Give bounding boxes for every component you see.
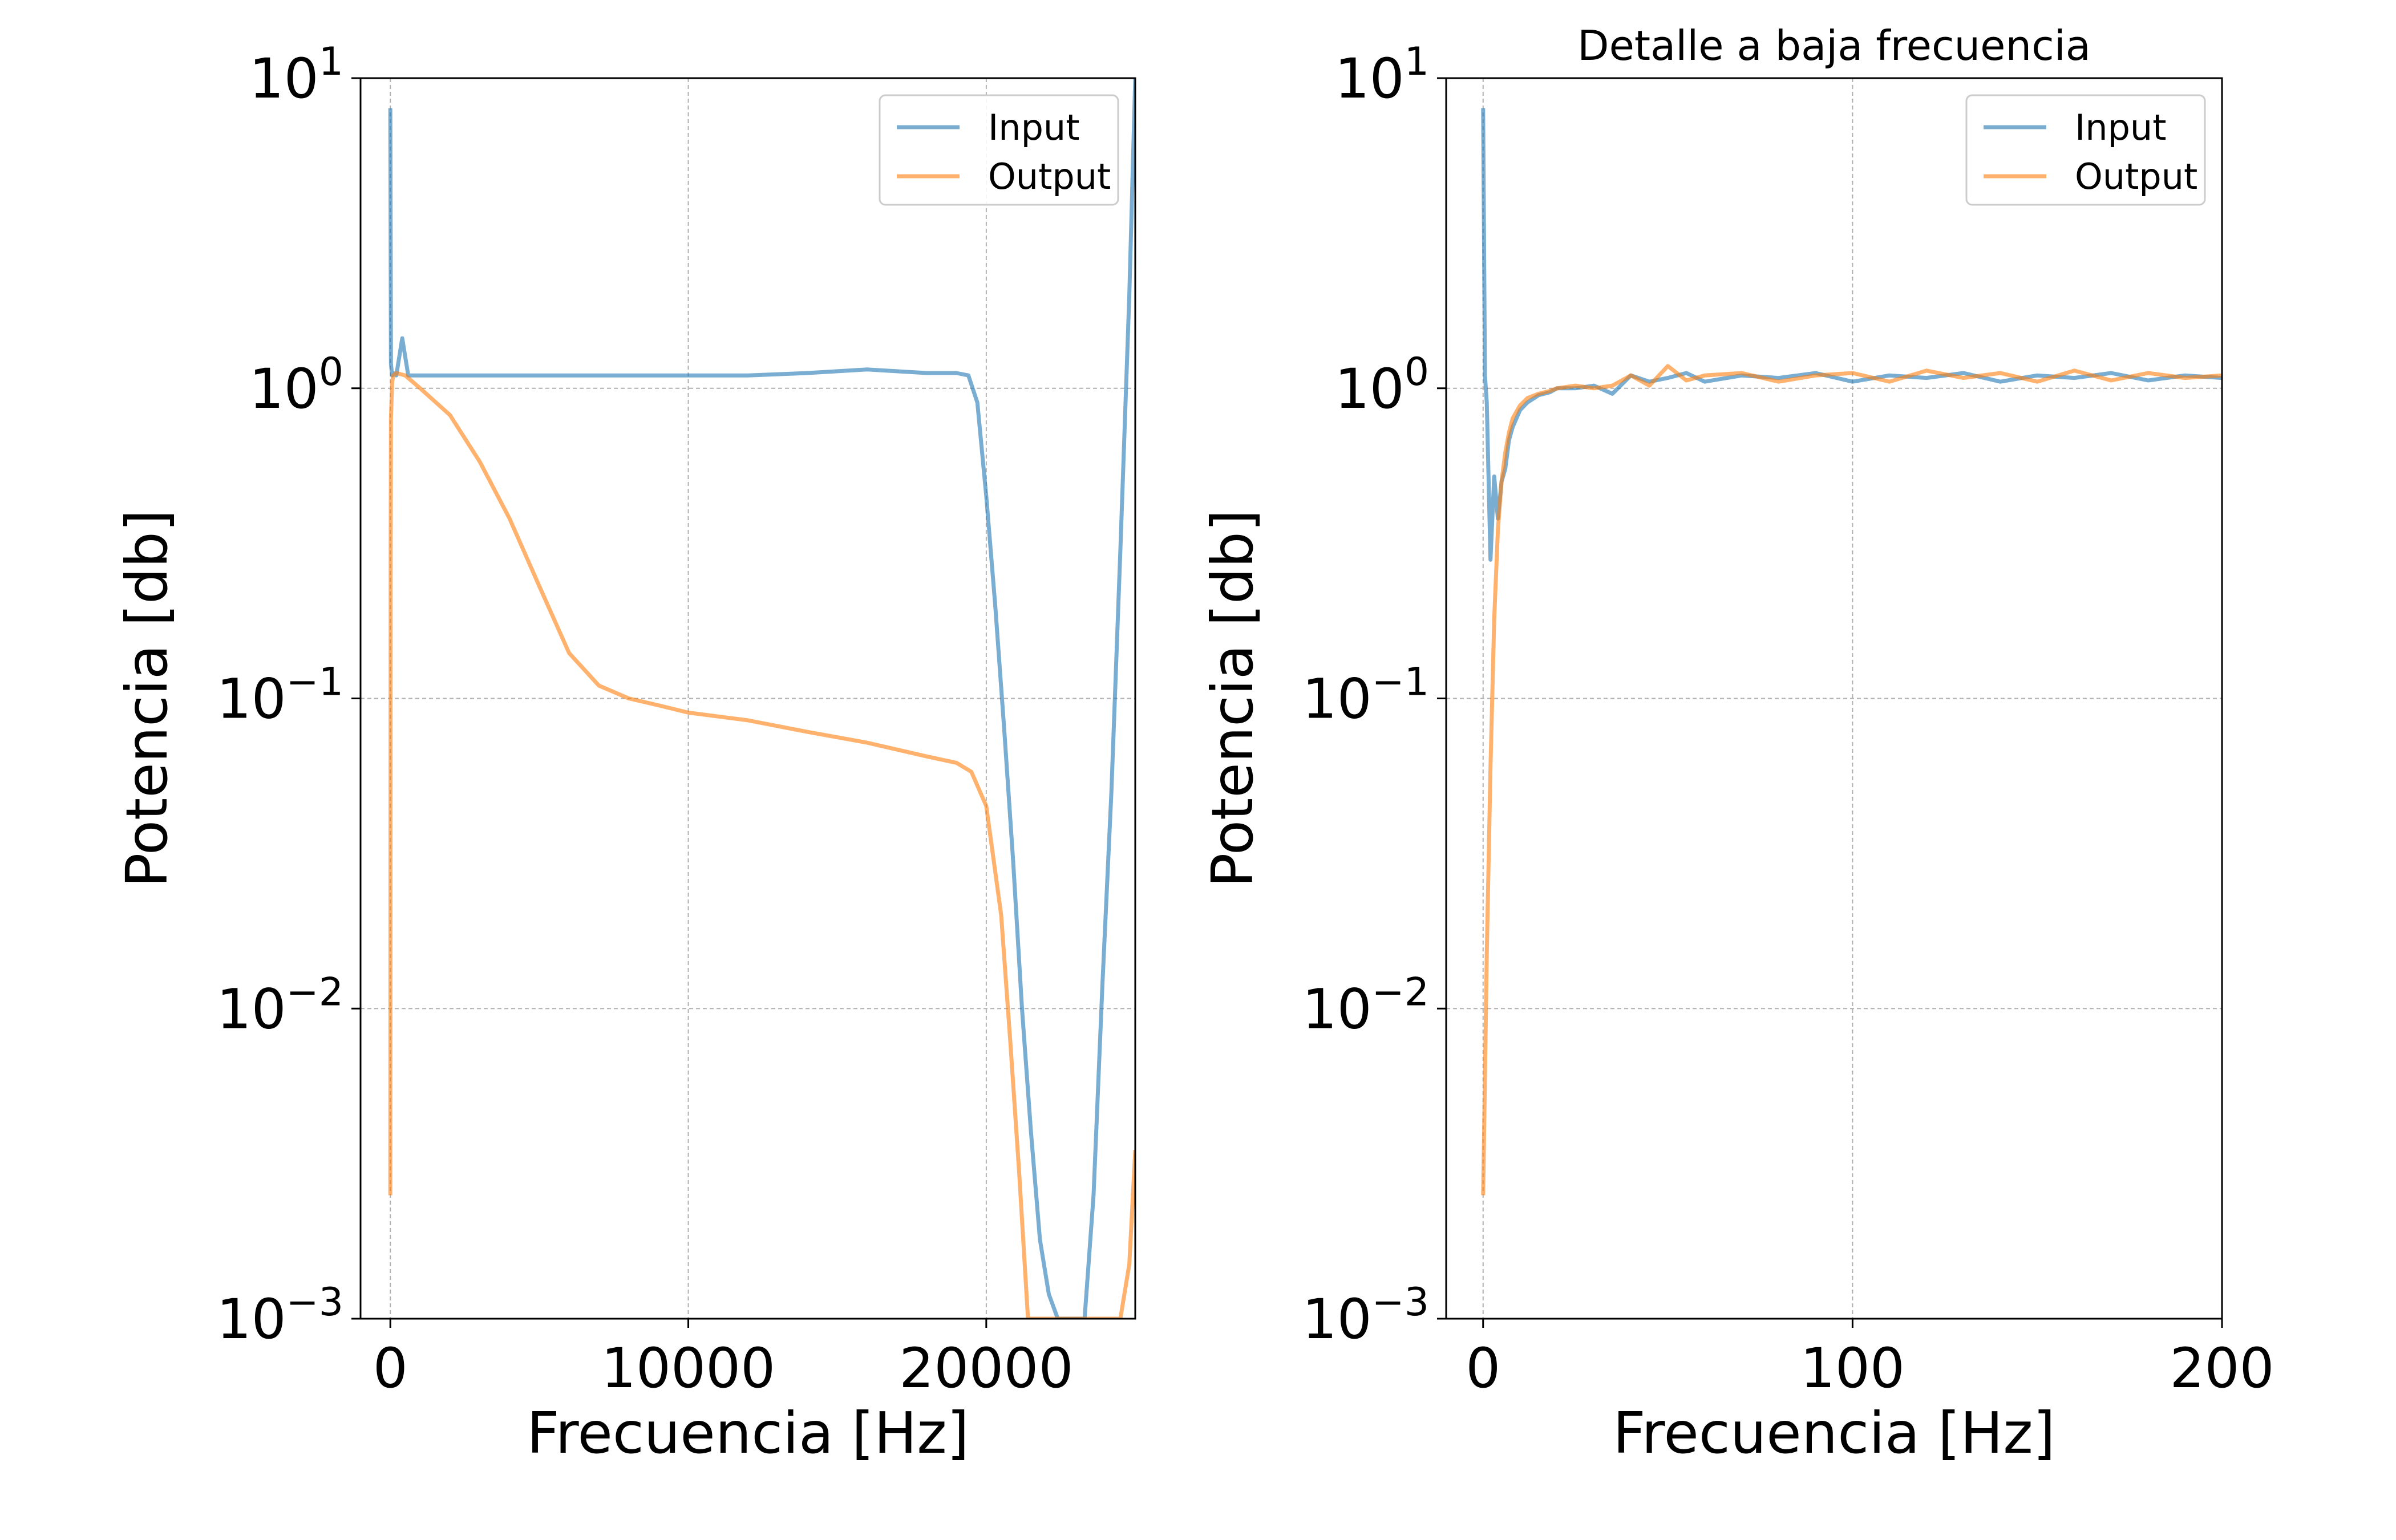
y-axis: 10−3 10−2 10−1 100 101 — [1302, 39, 1446, 1351]
y-tick-label: 10−3 — [217, 1280, 343, 1351]
legend-label: Output — [988, 156, 1111, 197]
y-axis-label: Potencia [db] — [114, 509, 180, 887]
series-group — [1481, 108, 2222, 1195]
y-axis-label: Potencia [db] — [1199, 509, 1266, 887]
x-axis: 0 10000 20000 — [373, 1319, 1074, 1400]
y-tick-label: 100 — [249, 350, 343, 421]
legend-label: Input — [2075, 107, 2167, 148]
y-tick-label: 101 — [1335, 39, 1429, 111]
panel-title: Detalle a baja frecuencia — [1577, 22, 2091, 70]
y-tick-label: 101 — [249, 39, 343, 111]
y-tick-label: 10−2 — [217, 970, 343, 1041]
legend-label: Output — [2075, 156, 2197, 197]
grid — [1446, 78, 2223, 1319]
x-tick-label: 20000 — [899, 1336, 1073, 1400]
x-axis: 0 100 200 — [1466, 1319, 2274, 1400]
y-tick-label: 10−1 — [1302, 660, 1429, 731]
x-axis-label: Frecuencia [Hz] — [527, 1400, 969, 1466]
y-axis: 10−3 10−2 10−1 100 101 — [217, 39, 361, 1351]
series-line-input — [388, 78, 1135, 1319]
series-line-output — [388, 371, 1135, 1319]
x-axis-label: Frecuencia [Hz] — [1613, 1400, 2055, 1466]
series-line-output — [1481, 364, 2222, 1195]
x-tick-label: 0 — [1466, 1336, 1500, 1400]
legend: Input Output — [879, 94, 1119, 206]
legend: Input Output — [1965, 94, 2206, 206]
series-group — [388, 78, 1135, 1319]
y-tick-label: 100 — [1335, 350, 1429, 421]
y-tick-label: 10−2 — [1302, 970, 1429, 1041]
x-tick-label: 0 — [373, 1336, 408, 1400]
y-tick-label: 10−1 — [217, 660, 343, 731]
x-tick-label: 100 — [1800, 1336, 1905, 1400]
y-tick-label: 10−3 — [1302, 1280, 1429, 1351]
x-tick-label: 200 — [2170, 1336, 2274, 1400]
legend-label: Input — [988, 107, 1080, 148]
grid — [361, 78, 1135, 1319]
x-tick-label: 10000 — [601, 1336, 775, 1400]
plot-panel-low-frequency: 0 100 200 10−3 10−2 10−1 100 101 Frecuencia [Hz]… — [1199, 22, 2274, 1466]
plot-panel-full-spectrum: 0 10000 20000 10−3 10−2 10−1 100 101 Frecuencia … — [114, 39, 1136, 1466]
